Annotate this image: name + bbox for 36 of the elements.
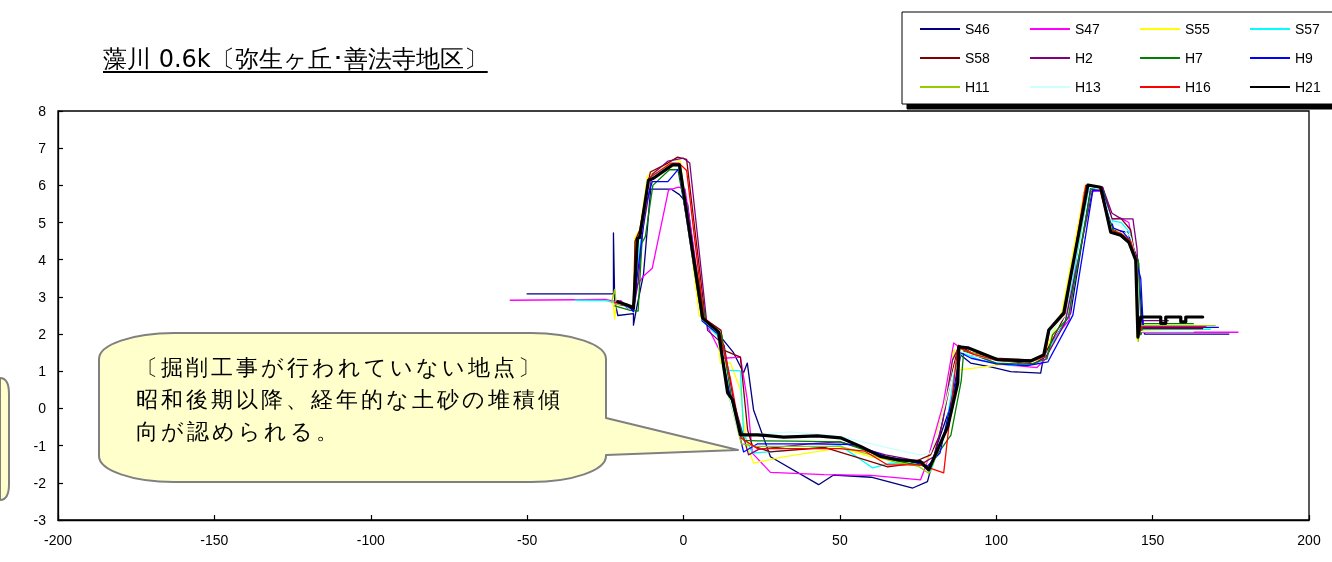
x-tick-label: -150 <box>200 532 229 548</box>
legend-label: S46 <box>965 21 991 37</box>
y-tick-label: -1 <box>33 437 47 454</box>
y-tick-label: 6 <box>38 177 47 194</box>
x-tick-label: -100 <box>356 532 385 548</box>
annotation: 〔掘削工事が行われていない地点〕 <box>136 354 544 382</box>
legend-label: H16 <box>1185 79 1211 95</box>
y-tick-label: 7 <box>38 140 47 157</box>
x-tick-label: 200 <box>1297 532 1321 548</box>
legend-label: H11 <box>965 79 990 95</box>
legend-label: S47 <box>1075 21 1101 37</box>
legend-label: H9 <box>1295 50 1314 66</box>
x-tick-label: 50 <box>832 532 848 548</box>
y-tick-label: 2 <box>38 326 47 343</box>
y-tick-label: 3 <box>38 288 47 305</box>
y-tick-label: -3 <box>33 512 47 528</box>
legend-label: H7 <box>1185 50 1204 66</box>
x-tick-label: -200 <box>43 532 73 548</box>
y-tick-label: -2 <box>33 474 47 491</box>
y-tick-label: 1 <box>38 363 47 380</box>
legend-label: S55 <box>1185 21 1211 37</box>
legend-label: H21 <box>1295 79 1321 95</box>
x-tick-label: 150 <box>1140 532 1165 548</box>
y-tick-label: 4 <box>38 251 47 268</box>
x-tick-label: 0 <box>679 532 688 548</box>
x-tick-label: -50 <box>517 532 538 548</box>
annotation: 昭和後期以降、経年的な土砂の堆積傾向が認められる。 <box>136 386 564 446</box>
legend-label: H13 <box>1075 79 1101 95</box>
y-tick-label: 8 <box>38 103 47 119</box>
chart-title: 藻川 0.6k〔弥生ヶ丘･善法寺地区〕 <box>103 44 488 74</box>
y-tick-label: 0 <box>38 400 47 417</box>
y-tick-label: 5 <box>38 214 47 231</box>
x-tick-label: 100 <box>984 532 1009 548</box>
legend-label: S58 <box>965 50 991 66</box>
legend-label: H2 <box>1075 50 1094 66</box>
legend-label: S57 <box>1295 21 1321 37</box>
